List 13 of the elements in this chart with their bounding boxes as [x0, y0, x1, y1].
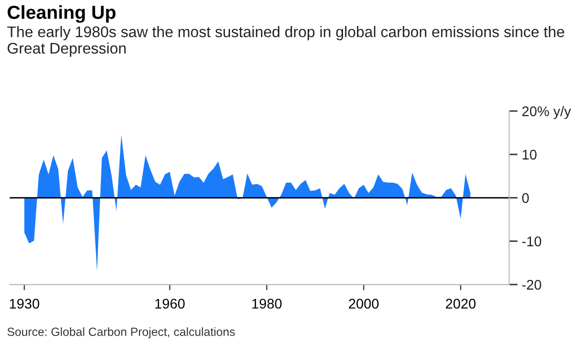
- y-tick-label: 20% y/y: [522, 106, 572, 119]
- x-tick-label: 2020: [446, 298, 476, 309]
- y-tick-label: 0: [522, 193, 529, 203]
- chart-title: Cleaning Up: [8, 5, 116, 23]
- y-tick-label: -10: [522, 236, 542, 246]
- y-tick-label: -20: [522, 280, 542, 290]
- source-note: Source: Global Carbon Project, calculations: [7, 327, 235, 338]
- x-tick-label: 2000: [348, 298, 379, 309]
- x-tick-label: 1930: [10, 298, 40, 309]
- y-tick-label: 10: [522, 150, 537, 160]
- chart-subtitle: The early 1980s saw the most sustained drop in global carbon emissions since the Great Depression: [7, 26, 564, 57]
- x-tick-label: 1980: [252, 298, 282, 309]
- x-tick-label: 1960: [155, 298, 185, 309]
